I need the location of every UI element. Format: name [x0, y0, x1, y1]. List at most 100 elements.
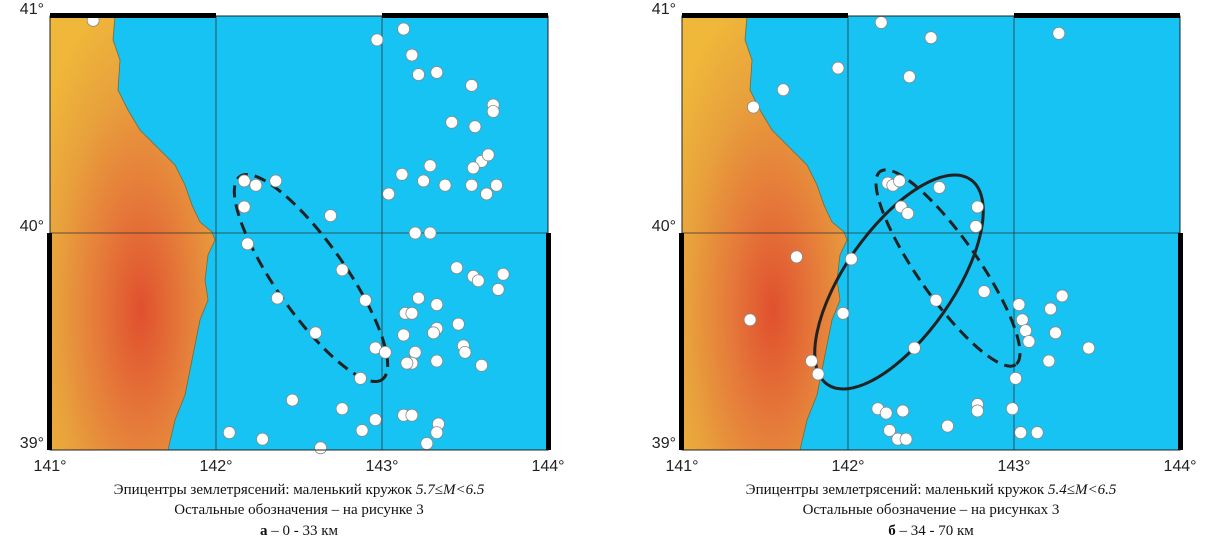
epicenter [238, 175, 250, 187]
epicenter [398, 329, 410, 341]
epicenter [482, 149, 494, 161]
epicenter [424, 160, 436, 172]
epicenter [837, 307, 849, 319]
y-tick-label: 39° [20, 435, 44, 452]
epicenter [467, 162, 479, 174]
epicenter [310, 327, 322, 339]
epicenter [908, 342, 920, 354]
epicenter [406, 307, 418, 319]
epicenter [805, 355, 817, 367]
epicenter [1053, 27, 1065, 39]
epicenter [452, 318, 464, 330]
epicenter [406, 49, 418, 61]
epicenter [271, 292, 283, 304]
caption-line-2: Остальные обозначение – на рисунках 3 [803, 502, 1060, 518]
x-tick-label: 142° [831, 458, 864, 475]
epicenter [845, 253, 857, 265]
epicenter [472, 275, 484, 287]
epicenter [250, 179, 262, 191]
map-b: 141°142°143°144°39°40°41°Эпицентры земле… [652, 1, 1197, 539]
epicenter [1020, 325, 1032, 337]
epicenter [925, 32, 937, 44]
epicenter [970, 220, 982, 232]
epicenter [942, 420, 954, 432]
epicenter [1083, 342, 1095, 354]
epicenter [359, 294, 371, 306]
epicenter [971, 405, 983, 417]
epicenter [481, 188, 493, 200]
x-tick-label: 141° [33, 458, 66, 475]
epicenter [431, 66, 443, 78]
epicenter [325, 210, 337, 222]
epicenter [421, 437, 433, 449]
x-tick-label: 143° [997, 458, 1030, 475]
epicenter [880, 407, 892, 419]
y-tick-label: 41° [652, 1, 676, 18]
x-tick-label: 143° [365, 458, 398, 475]
epicenter [371, 34, 383, 46]
epicenter [396, 168, 408, 180]
caption-text: Эпицентры землетрясений: маленький кружо… [114, 482, 416, 498]
epicenter [286, 394, 298, 406]
epicenter [744, 314, 756, 326]
epicenter [398, 23, 410, 35]
figure: 141° 142° 143° 144° 39° 40° 41° Эпицентры земле… [0, 0, 1214, 558]
epicenter [491, 179, 503, 191]
caption-magnitude: 5.4≤M<6.5 [1048, 482, 1117, 498]
epicenter [875, 17, 887, 29]
epicenter [903, 71, 915, 83]
epicenter [409, 227, 421, 239]
epicenter [431, 299, 443, 311]
panel-caption: б – 34 - 70 км [888, 523, 974, 539]
epicenter [1050, 327, 1062, 339]
epicenter [812, 368, 824, 380]
epicenter [413, 292, 425, 304]
epicenter [1015, 427, 1027, 439]
epicenter [439, 179, 451, 191]
epicenter [897, 405, 909, 417]
epicenter [431, 427, 443, 439]
epicenter [413, 69, 425, 81]
epicenter [409, 346, 421, 358]
epicenter [900, 433, 912, 445]
epicenter [1045, 303, 1057, 315]
epicenter [315, 442, 327, 454]
epicenter [971, 201, 983, 213]
epicenter [459, 346, 471, 358]
page: 141° 142° 143° 144° 39° 40° 41° Эпицентры земле… [0, 0, 1214, 558]
epicenter [223, 427, 235, 439]
y-tick-label: 40° [652, 218, 676, 235]
epicenter [1006, 403, 1018, 415]
epicenter [427, 327, 439, 339]
caption-line-2: Остальные обозначения – на рисунке 3 [174, 502, 423, 518]
epicenter [978, 286, 990, 298]
x-tick-label: 141° [665, 458, 698, 475]
epicenter [930, 294, 942, 306]
epicenter [747, 101, 759, 113]
y-tick-label: 39° [652, 435, 676, 452]
epicenter [933, 181, 945, 193]
epicenter [242, 238, 254, 250]
epicenter [270, 175, 282, 187]
panel-letter: а [260, 523, 271, 539]
epicenter [893, 175, 905, 187]
x-tick-label: 144° [1163, 458, 1196, 475]
epicenter [791, 251, 803, 263]
map-a: 141°142°143°144°39°40°41°Эпицентры земле… [20, 1, 565, 539]
epicenter [451, 262, 463, 274]
epicenter [356, 424, 368, 436]
panel-depth: – 0 - 33 км [270, 523, 338, 539]
epicenter [383, 188, 395, 200]
epicenter [418, 175, 430, 187]
epicenter [1016, 314, 1028, 326]
epicenter [1043, 355, 1055, 367]
caption-line-1: Эпицентры землетрясений: маленький кружо… [114, 482, 485, 498]
panel-depth: – 34 - 70 км [898, 523, 974, 539]
epicenter [1023, 336, 1035, 348]
epicenter [238, 201, 250, 213]
epicenter [469, 121, 481, 133]
x-tick-label: 144° [531, 458, 564, 475]
panel-caption: а – 0 - 33 км [260, 523, 339, 539]
epicenter [497, 268, 509, 280]
epicenter [466, 79, 478, 91]
